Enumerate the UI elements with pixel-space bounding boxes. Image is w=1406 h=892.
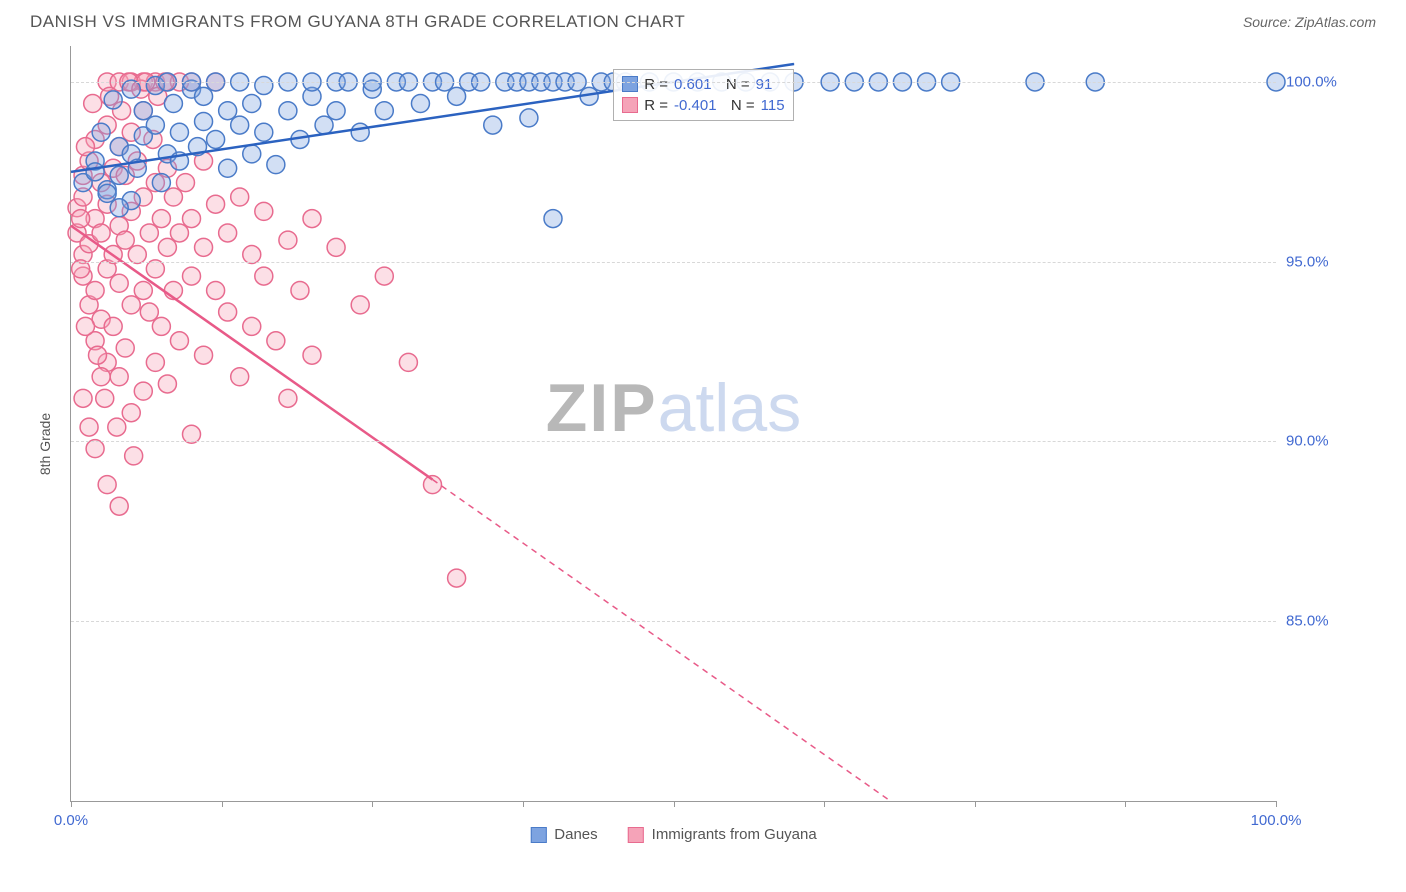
- stats-swatch-danes: [622, 76, 638, 92]
- stats-r-label-2: R =: [644, 97, 668, 114]
- stats-r-label: R =: [644, 76, 668, 93]
- stats-swatch-guyana: [622, 97, 638, 113]
- legend-label-guyana: Immigrants from Guyana: [652, 826, 817, 843]
- y-axis-label: 8th Grade: [37, 413, 53, 475]
- legend-item-guyana: Immigrants from Guyana: [628, 826, 817, 843]
- scatter-svg: [71, 46, 1276, 801]
- legend-item-danes: Danes: [530, 826, 597, 843]
- header: DANISH VS IMMIGRANTS FROM GUYANA 8TH GRA…: [0, 0, 1406, 40]
- ytick-label: 85.0%: [1286, 613, 1366, 630]
- legend-label-danes: Danes: [554, 826, 597, 843]
- stats-row-danes: R = 0.601 N = 91: [622, 74, 784, 95]
- legend-bottom: Danes Immigrants from Guyana: [530, 826, 816, 843]
- stats-r-guyana: -0.401: [674, 97, 717, 114]
- stats-n-guyana: 115: [761, 97, 785, 114]
- xtick-label: 0.0%: [54, 812, 88, 829]
- ytick-label: 95.0%: [1286, 253, 1366, 270]
- ytick-label: 100.0%: [1286, 73, 1366, 90]
- ytick-label: 90.0%: [1286, 433, 1366, 450]
- stats-n-danes: 91: [756, 76, 773, 93]
- plot-area: ZIPatlas R = 0.601 N = 91 R = -0.401 N =…: [70, 46, 1276, 802]
- chart-title: DANISH VS IMMIGRANTS FROM GUYANA 8TH GRA…: [30, 12, 685, 32]
- legend-swatch-guyana: [628, 827, 644, 843]
- source-label: Source: ZipAtlas.com: [1243, 14, 1376, 30]
- xtick-label: 100.0%: [1251, 812, 1302, 829]
- stats-n-label: N =: [718, 76, 750, 93]
- chart-container: 8th Grade ZIPatlas R = 0.601 N = 91 R = …: [50, 46, 1376, 842]
- stats-n-label-2: N =: [723, 97, 755, 114]
- stats-legend-box: R = 0.601 N = 91 R = -0.401 N = 115: [613, 69, 793, 121]
- stats-row-guyana: R = -0.401 N = 115: [622, 95, 784, 116]
- stats-r-danes: 0.601: [674, 76, 712, 93]
- legend-swatch-danes: [530, 827, 546, 843]
